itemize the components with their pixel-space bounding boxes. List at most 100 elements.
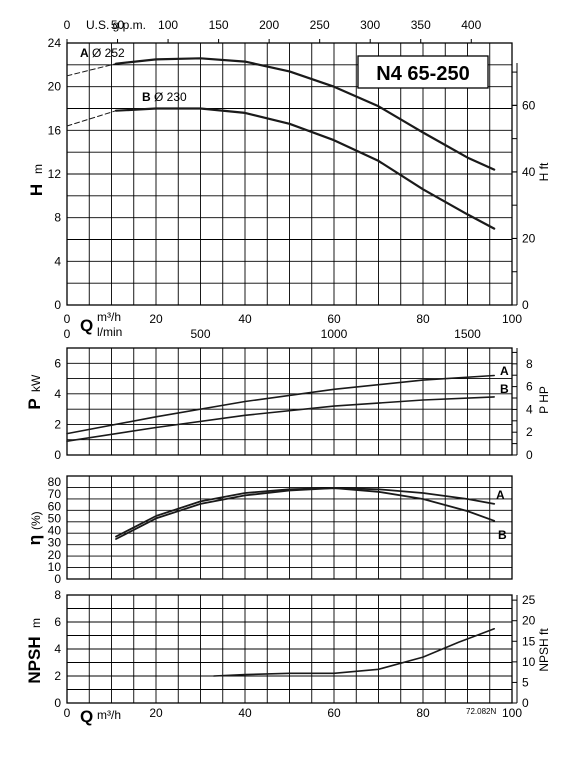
eff-ytick: 0	[54, 572, 61, 586]
power-ylabel: PkW	[25, 374, 44, 410]
head-curve-B	[114, 107, 496, 230]
npsh-xtick: 60	[327, 706, 341, 720]
npsh-xtick: 40	[238, 706, 252, 720]
eff-ytick: 60	[48, 499, 62, 513]
npsh-ylabel-text: NPSH	[25, 636, 44, 683]
head-ytick: 20	[48, 80, 62, 94]
npsh-curve	[213, 628, 495, 677]
head-ytick: 8	[54, 211, 61, 225]
head-label-A-dia: Ø 252	[92, 46, 125, 60]
gpm-label: U.S. g.p.m.	[86, 18, 146, 32]
gpm-tick: 350	[411, 18, 431, 32]
head-ytick: 0	[54, 298, 61, 312]
lmin-tick: 1500	[454, 327, 481, 341]
lmin-tick: 500	[190, 327, 210, 341]
power-hp-tick: 4	[526, 402, 533, 416]
npsh-xtick: 100	[502, 706, 522, 720]
npsh-xtick-zero: 0	[64, 706, 71, 720]
head-label-B-dia: Ø 230	[154, 90, 187, 104]
npsh-ft-tick: 10	[522, 655, 536, 669]
gpm-tick: 0	[64, 18, 71, 32]
eff-ytick: 50	[48, 511, 62, 525]
gpm-tick: 300	[360, 18, 380, 32]
grid-layer	[66, 42, 513, 704]
eff-ytick: 20	[48, 548, 62, 562]
power-hp-tick: 6	[526, 380, 533, 394]
power-hp-tick: 8	[526, 357, 533, 371]
npsh-ytick: 6	[54, 615, 61, 629]
power-hp-tick: 2	[526, 425, 533, 439]
head-xlabel-letter: Q	[80, 316, 93, 335]
efficiency-frame	[66, 475, 513, 580]
eff-ytick: 10	[48, 560, 62, 574]
npsh-ylabel-right-text: NPSH ft	[537, 628, 551, 672]
eff-ytick: 80	[48, 475, 62, 489]
head-curve-A	[114, 57, 496, 171]
power-label-B: B	[500, 382, 509, 396]
gpm-tick: 50	[111, 18, 125, 32]
power-ytick: 4	[54, 387, 61, 401]
curve-layer	[66, 57, 496, 677]
axis-layer	[66, 39, 518, 704]
lmin-tick: 1000	[321, 327, 348, 341]
gpm-tick: 100	[158, 18, 178, 32]
power-curve-A	[66, 374, 495, 435]
eff-ylabel-unit: (%)	[29, 511, 43, 530]
npsh-ft-tick: 5	[522, 675, 529, 689]
eff-label-A: A	[496, 488, 505, 502]
head-ylabel-right-text: H ft	[537, 162, 551, 181]
head-label-A: A	[80, 46, 89, 60]
lmin-tick: 0	[64, 327, 71, 341]
power-ytick: 0	[54, 448, 61, 462]
head-label-B: B	[142, 90, 151, 104]
head-ft-tick: 60	[522, 98, 536, 112]
npsh-ft-tick: 20	[522, 614, 536, 628]
head-dashed-extension	[66, 63, 117, 77]
npsh-xtick: 80	[416, 706, 430, 720]
npsh-frame	[66, 594, 513, 704]
head-xtick: 0	[64, 312, 71, 326]
npsh-ylabel-right: NPSH ft	[537, 628, 551, 672]
footnote: 72.082N	[466, 707, 496, 716]
head-xtick: 60	[327, 312, 341, 326]
gpm-tick: 150	[209, 18, 229, 32]
power-ylabel-right-text: P HP	[537, 386, 551, 414]
head-xtick: 20	[149, 312, 163, 326]
head-ytick: 4	[54, 254, 61, 268]
head-ytick: 12	[48, 167, 62, 181]
chart-title: N4 65-250	[376, 63, 469, 85]
eff-ylabel: η (%)	[25, 511, 44, 545]
eff-ytick: 30	[48, 536, 62, 550]
head-xtick: 40	[238, 312, 252, 326]
head-ylabel-right: H ft	[537, 162, 551, 181]
npsh-ft-tick: 0	[522, 696, 529, 710]
head-ylabel: Hm	[27, 164, 46, 196]
head-ytick: 24	[48, 36, 62, 50]
head-ft-tick: 40	[522, 165, 536, 179]
npsh-ytick: 0	[54, 696, 61, 710]
gpm-tick: 200	[259, 18, 279, 32]
head-ft-tick: 0	[522, 298, 529, 312]
power-ylabel-unit: kW	[29, 374, 43, 392]
lmin-label: l/min	[97, 325, 122, 339]
eff-curve-A	[115, 487, 496, 540]
power-label-A: A	[500, 364, 509, 378]
gpm-tick: 400	[461, 18, 481, 32]
eff-curve-B	[115, 487, 496, 538]
npsh-ylabel: NPSH m	[25, 618, 44, 684]
head-ytick: 16	[48, 123, 62, 137]
npsh-ylabel-unit: m	[29, 618, 43, 628]
head-xlabel-unit: m³/h	[97, 310, 121, 324]
head-ft-tick: 20	[522, 231, 536, 245]
title-box	[357, 55, 489, 89]
npsh-ft-tick: 15	[522, 634, 536, 648]
head-ylabel-unit: m	[31, 164, 45, 174]
npsh-ft-tick: 25	[522, 593, 536, 607]
power-ytick: 2	[54, 417, 61, 431]
eff-ylabel-letter: η	[25, 535, 44, 545]
npsh-xlabel-letter: Q	[80, 707, 93, 726]
